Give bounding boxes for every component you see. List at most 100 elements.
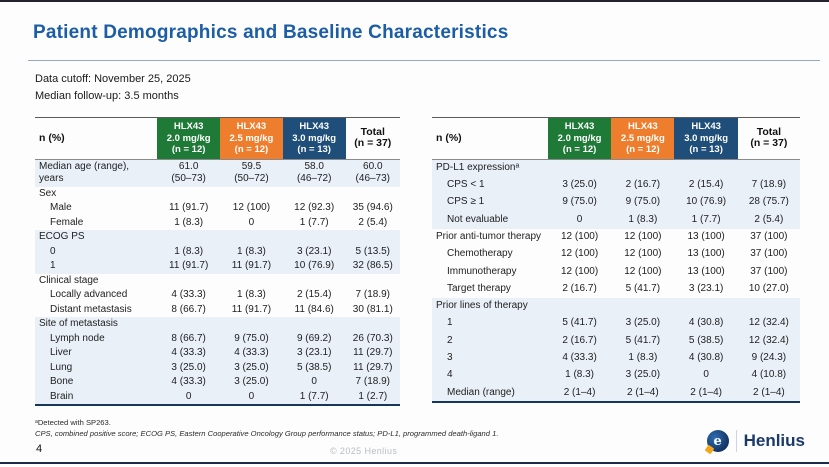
cell-value: 1 (8.3) bbox=[236, 245, 266, 257]
table-row: Median age (range), years 61.0 (50–73) 59.… bbox=[35, 159, 400, 187]
cell-value: 2 (16.7) bbox=[562, 334, 597, 346]
table-row: Female 1 (8.3) 0 1 (7.7) 2 (5.4) bbox=[35, 216, 400, 231]
table-row: Bone 4 (33.3) 3 (25.0) 0 7 (18.9) bbox=[35, 375, 400, 390]
slide-subtitle: Data cutoff: November 25, 2025 Median fo… bbox=[35, 71, 191, 105]
copyright-text: © 2025 Henlius bbox=[330, 446, 398, 456]
row-label: Male bbox=[50, 202, 72, 213]
row-label: 1 bbox=[447, 317, 453, 329]
cell-value: 5 (41.7) bbox=[625, 334, 661, 346]
cell-value: 0 bbox=[248, 216, 255, 228]
row-label: Site of metastasis bbox=[39, 318, 118, 329]
row-label: Median (range) bbox=[447, 386, 515, 398]
column-header-n-pct: n (%) bbox=[436, 131, 462, 144]
cell-value: 9 (75.0) bbox=[234, 332, 269, 344]
cell-value: 37 (100) bbox=[750, 265, 788, 277]
cell-value: 9 (24.3) bbox=[751, 351, 787, 363]
cell-value: 2 (15.4) bbox=[296, 289, 332, 300]
row-label: 3 bbox=[447, 351, 453, 363]
cell-value: 8 (66.7) bbox=[171, 332, 206, 344]
row-label: Distant metastasis bbox=[50, 303, 132, 315]
cell-value: 2 (15.4) bbox=[688, 179, 724, 191]
cell-value bbox=[283, 187, 346, 202]
table-row: Lymph node 8 (66.7) 9 (75.0) 9 (69.2) 26 (70… bbox=[35, 331, 400, 346]
column-header-dose-group: HLX43 2.5 mg/kg (n = 12) bbox=[220, 117, 283, 159]
cell-value: 5 (38.5) bbox=[296, 361, 332, 373]
row-label: Locally advanced bbox=[50, 289, 128, 300]
henlius-logo: e Henlius bbox=[704, 430, 805, 455]
cell-value bbox=[346, 187, 400, 202]
cell-value: 30 (81.1) bbox=[352, 303, 393, 315]
cell-value: 11 (91.7) bbox=[231, 260, 272, 271]
row-label: Lymph node bbox=[50, 332, 105, 344]
cell-value: 32 (86.5) bbox=[352, 260, 393, 271]
row-label: Prior anti-tumor therapy bbox=[436, 231, 542, 243]
table-row: 4 1 (8.3) 3 (25.0) 0 4 (10.8) bbox=[432, 366, 800, 385]
cell-value bbox=[220, 230, 283, 245]
cell-value: 61.0 (50–73) bbox=[171, 160, 206, 185]
cell-value bbox=[220, 187, 283, 202]
cell-value: 37 (100) bbox=[750, 231, 788, 243]
cell-value: 2 (5.4) bbox=[358, 216, 388, 228]
cell-value: 4 (30.8) bbox=[688, 351, 724, 363]
cell-value: 1 (7.7) bbox=[691, 213, 721, 225]
henlius-logo-icon: e bbox=[704, 430, 729, 455]
cell-value: 4 (10.8) bbox=[751, 369, 787, 381]
table-row: Brain 0 0 1 (7.7) 1 (2.7) bbox=[35, 389, 400, 405]
row-label: 2 bbox=[447, 334, 453, 346]
cell-value: 2 (1–4) bbox=[627, 386, 659, 398]
row-label: Liver bbox=[50, 347, 72, 358]
cell-value: 5 (41.7) bbox=[562, 317, 597, 329]
cell-value: 0 bbox=[703, 369, 709, 381]
cell-value: 58.0 (46–72) bbox=[296, 160, 332, 185]
row-label: CPS ≥ 1 bbox=[447, 196, 485, 208]
cell-value bbox=[283, 317, 346, 332]
cell-value bbox=[738, 159, 800, 177]
cell-value: 13 (100) bbox=[687, 265, 725, 277]
cell-value bbox=[346, 317, 400, 332]
cell-value: 2 (16.7) bbox=[625, 179, 661, 191]
demographics-table: n (%) HLX43 2.0 mg/kg (n = 12) HLX43 2.5 m… bbox=[35, 117, 400, 406]
cell-value: 12 (92.3) bbox=[294, 202, 335, 213]
cell-value: 35 (94.6) bbox=[352, 202, 393, 213]
cell-value: 2 (1–4) bbox=[563, 386, 596, 398]
cell-value bbox=[611, 298, 674, 315]
cell-value: 4 (33.3) bbox=[234, 347, 269, 358]
cell-value bbox=[548, 298, 611, 315]
cell-value: 1 (2.7) bbox=[358, 390, 388, 402]
cell-value: 5 (13.5) bbox=[355, 245, 391, 257]
row-label: Lung bbox=[50, 361, 73, 373]
cell-value: 0 bbox=[311, 376, 317, 387]
page-title: Patient Demographics and Baseline Charac… bbox=[33, 22, 509, 43]
cell-value: 4 (33.3) bbox=[171, 347, 206, 358]
cell-value bbox=[346, 230, 400, 245]
row-label: Brain bbox=[50, 390, 74, 402]
cell-value bbox=[220, 274, 283, 289]
cell-value: 5 (41.7) bbox=[625, 282, 661, 294]
cell-value: 37 (100) bbox=[750, 248, 788, 260]
cell-value: 1 (7.7) bbox=[299, 216, 329, 228]
cell-value: 2 (5.4) bbox=[754, 213, 784, 225]
row-label: Sex bbox=[39, 187, 57, 199]
cell-value: 12 (100) bbox=[560, 265, 599, 277]
cell-value: 10 (76.9) bbox=[294, 260, 335, 271]
cell-value: 1 (8.3) bbox=[174, 245, 204, 257]
cell-value: 3 (25.0) bbox=[562, 179, 597, 191]
cell-value: 11 (91.7) bbox=[169, 202, 209, 213]
cell-value: 1 (8.3) bbox=[628, 213, 658, 225]
row-label: Immunotherapy bbox=[447, 265, 517, 277]
table-row: 1 11 (91.7) 11 (91.7) 10 (76.9) 32 (86.5) bbox=[35, 259, 400, 274]
table-row: Clinical stage bbox=[35, 274, 400, 289]
cell-value: 13 (100) bbox=[687, 248, 725, 260]
henlius-logo-text: Henlius bbox=[743, 431, 805, 450]
cell-value: 1 (8.3) bbox=[236, 289, 266, 300]
column-header-dose-group: HLX43 3.0 mg/kg (n = 13) bbox=[282, 117, 346, 159]
cell-value: 11 (91.7) bbox=[231, 303, 272, 315]
row-label: 4 bbox=[447, 369, 453, 381]
row-label: PD-L1 expressionᵃ bbox=[436, 161, 520, 173]
cell-value: 10 (27.0) bbox=[748, 282, 789, 294]
table-row: Median (range) 2 (1–4) 2 (1–4) 2 (1–4) 2 (1–… bbox=[432, 384, 800, 403]
column-header-dose-group: HLX43 2.0 mg/kg (n = 12) bbox=[547, 117, 612, 159]
cell-value: 3 (23.1) bbox=[296, 347, 332, 358]
cell-value: 3 (25.0) bbox=[625, 369, 661, 381]
cell-value: 11 (29.7) bbox=[353, 361, 393, 373]
